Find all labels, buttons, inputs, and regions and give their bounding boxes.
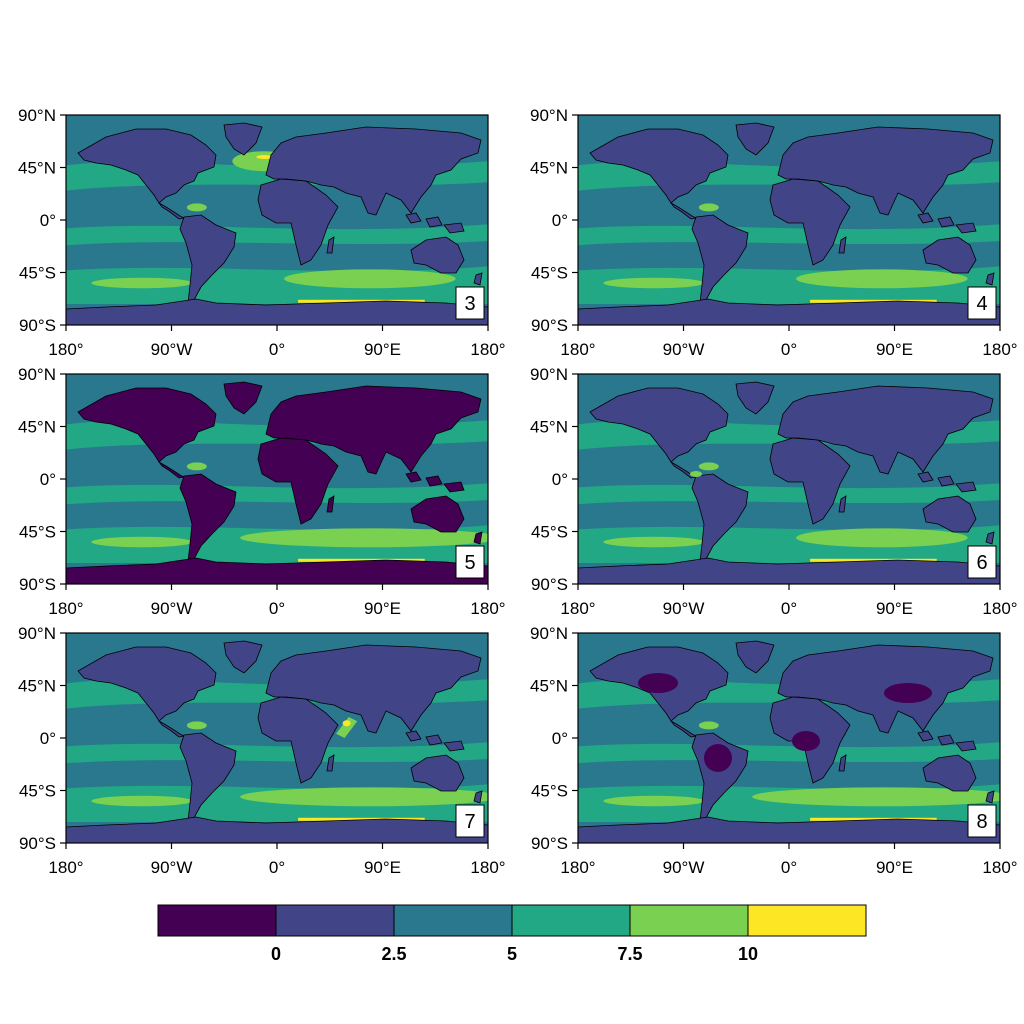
lat-tick-label: 45°N bbox=[18, 418, 56, 437]
lat-tick-label: 90°N bbox=[18, 106, 56, 125]
panel-label: 7 bbox=[464, 811, 475, 833]
colorbar-swatch bbox=[511, 904, 631, 937]
colorbar-label: 7.5 bbox=[617, 944, 642, 964]
lat-tick-label: 90°N bbox=[530, 106, 568, 125]
lat-tick-label: 90°N bbox=[530, 365, 568, 384]
lat-tick-label: 90°N bbox=[18, 365, 56, 384]
lon-tick-label: 0° bbox=[269, 599, 285, 618]
lon-tick-label: 180° bbox=[48, 599, 83, 618]
panel-label-box bbox=[455, 286, 485, 320]
lat-tick-label: 0° bbox=[40, 470, 56, 489]
lon-tick-label: 180° bbox=[470, 340, 505, 359]
lat-tick-label: 45°S bbox=[19, 264, 56, 283]
colorbar-swatch bbox=[747, 904, 867, 937]
panel-label-box bbox=[967, 804, 997, 838]
lon-tick-label: 180° bbox=[982, 858, 1017, 877]
lon-tick-label: 90°E bbox=[364, 599, 401, 618]
lat-tick-label: 90°S bbox=[531, 834, 568, 853]
lon-tick-label: 0° bbox=[781, 599, 797, 618]
lat-tick-label: 45°N bbox=[18, 159, 56, 178]
lat-tick-label: 45°N bbox=[530, 418, 568, 437]
lon-tick-label: 90°W bbox=[151, 599, 193, 618]
panel-label-box bbox=[455, 545, 485, 579]
lat-tick-label: 90°S bbox=[531, 575, 568, 594]
lon-tick-label: 180° bbox=[560, 340, 595, 359]
panel-label-box bbox=[967, 545, 997, 579]
map-panel-3: 90°N 45°N 0° 45°S 90°S 180° 90°W 0° 90°E 180° 3 bbox=[18, 106, 506, 359]
map-panel-4: 90°N 45°N 0° 45°S 90°S 180° 90°W 0° 90°E 180° 4 bbox=[530, 106, 1018, 359]
panel-label: 8 bbox=[976, 811, 987, 833]
colorbar-label: 10 bbox=[738, 944, 758, 964]
lon-tick-label: 90°E bbox=[876, 340, 913, 359]
lat-tick-label: 0° bbox=[552, 729, 568, 748]
colorbar-swatch bbox=[393, 904, 513, 937]
colorbar-swatch bbox=[275, 904, 395, 937]
lon-tick-label: 0° bbox=[269, 858, 285, 877]
lon-tick-label: 90°W bbox=[151, 858, 193, 877]
lon-tick-label: 180° bbox=[982, 340, 1017, 359]
map-panel-6: 90°N 45°N 0° 45°S 90°S 180° 90°W 0° 90°E 180° 6 bbox=[530, 365, 1018, 618]
panel-label-box bbox=[455, 804, 485, 838]
lat-tick-label: 45°S bbox=[531, 264, 568, 283]
lat-tick-label: 0° bbox=[40, 729, 56, 748]
lat-tick-label: 90°N bbox=[530, 624, 568, 643]
lat-tick-label: 90°S bbox=[19, 316, 56, 335]
lat-tick-label: 45°N bbox=[18, 677, 56, 696]
lon-tick-label: 0° bbox=[781, 340, 797, 359]
lat-tick-label: 90°S bbox=[19, 575, 56, 594]
lat-tick-label: 90°S bbox=[531, 316, 568, 335]
lon-tick-label: 90°W bbox=[151, 340, 193, 359]
lon-tick-label: 180° bbox=[982, 599, 1017, 618]
lon-tick-label: 180° bbox=[48, 340, 83, 359]
lon-tick-label: 90°W bbox=[663, 599, 705, 618]
panel-label: 4 bbox=[976, 293, 987, 315]
colorbar-label: 0 bbox=[271, 944, 281, 964]
lat-tick-label: 90°S bbox=[19, 834, 56, 853]
lat-tick-label: 0° bbox=[40, 211, 56, 230]
lat-tick-label: 90°N bbox=[18, 624, 56, 643]
lat-tick-label: 45°S bbox=[531, 782, 568, 801]
panel-label: 6 bbox=[976, 552, 987, 574]
lat-tick-label: 0° bbox=[552, 211, 568, 230]
lon-tick-label: 180° bbox=[470, 599, 505, 618]
lat-tick-label: 45°S bbox=[19, 523, 56, 542]
lat-tick-label: 45°S bbox=[19, 782, 56, 801]
lon-tick-label: 0° bbox=[781, 858, 797, 877]
map-panel-8: 90°N 45°N 0° 45°S 90°S 180° 90°W 0° 90°E 180° 8 bbox=[530, 624, 1018, 877]
map-panel-7: 90°N 45°N 0° 45°S 90°S 180° 90°W 0° 90°E 180° 7 bbox=[18, 624, 506, 877]
panel-label-box bbox=[967, 286, 997, 320]
lon-tick-label: 180° bbox=[470, 858, 505, 877]
panel-label: 3 bbox=[464, 293, 475, 315]
lat-tick-label: 45°S bbox=[531, 523, 568, 542]
lon-tick-label: 0° bbox=[269, 340, 285, 359]
lat-tick-label: 45°N bbox=[530, 677, 568, 696]
lat-tick-label: 0° bbox=[552, 470, 568, 489]
lon-tick-label: 90°W bbox=[663, 340, 705, 359]
colorbar-swatch bbox=[629, 904, 749, 937]
map-panel-5: 90°N 45°N 0° 45°S 90°S 180° 90°W 0° 90°E 180° 5 bbox=[18, 365, 506, 618]
colorbar-label: 5 bbox=[507, 944, 517, 964]
lon-tick-label: 90°E bbox=[364, 340, 401, 359]
lon-tick-label: 180° bbox=[560, 599, 595, 618]
colorbar-label: 2.5 bbox=[381, 944, 406, 964]
colorbar-swatch bbox=[157, 904, 277, 937]
lat-tick-label: 45°N bbox=[530, 159, 568, 178]
lon-tick-label: 180° bbox=[48, 858, 83, 877]
lon-tick-label: 90°E bbox=[364, 858, 401, 877]
lon-tick-label: 90°W bbox=[663, 858, 705, 877]
lon-tick-label: 180° bbox=[560, 858, 595, 877]
lon-tick-label: 90°E bbox=[876, 599, 913, 618]
panel-label: 5 bbox=[464, 552, 475, 574]
lon-tick-label: 90°E bbox=[876, 858, 913, 877]
